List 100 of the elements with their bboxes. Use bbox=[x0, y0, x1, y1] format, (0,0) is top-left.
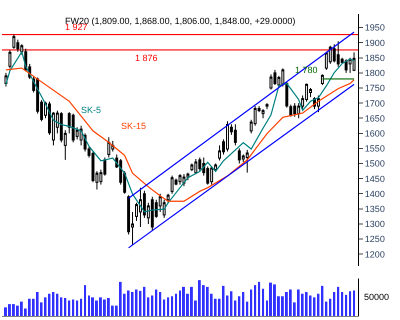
candlestick bbox=[234, 124, 237, 146]
bar bbox=[20, 302, 23, 316]
bar bbox=[281, 296, 284, 316]
bar bbox=[341, 292, 344, 316]
y-tick-label: 1450 bbox=[364, 174, 385, 184]
candlestick bbox=[238, 148, 241, 164]
bar bbox=[155, 289, 158, 316]
line-series bbox=[5, 67, 355, 202]
bar bbox=[60, 297, 62, 316]
bar bbox=[12, 304, 15, 316]
candlestick bbox=[270, 74, 272, 90]
candlestick bbox=[332, 44, 336, 63]
candlestick bbox=[281, 68, 284, 87]
bar bbox=[135, 289, 138, 316]
y-tick-label: 1350 bbox=[364, 204, 385, 214]
bar bbox=[179, 290, 181, 316]
bar bbox=[305, 292, 308, 316]
candlestick bbox=[107, 136, 110, 158]
bar bbox=[44, 297, 46, 316]
bar bbox=[159, 292, 162, 316]
candlestick bbox=[344, 58, 348, 74]
bar bbox=[349, 291, 352, 316]
bar bbox=[289, 289, 292, 316]
bar bbox=[107, 298, 110, 316]
bar bbox=[262, 288, 264, 316]
candlestick bbox=[246, 149, 249, 174]
bar bbox=[99, 297, 102, 316]
bar bbox=[84, 285, 86, 316]
bar bbox=[48, 294, 50, 316]
bar bbox=[297, 289, 300, 316]
bar bbox=[64, 298, 66, 316]
bar bbox=[337, 286, 340, 316]
bar bbox=[190, 286, 193, 316]
bar bbox=[171, 296, 174, 316]
bar bbox=[88, 296, 90, 316]
y-tick-label: 1300 bbox=[364, 219, 385, 230]
candlestick bbox=[226, 120, 229, 152]
bar bbox=[72, 299, 74, 316]
bar bbox=[4, 307, 7, 316]
bar bbox=[285, 292, 288, 316]
bar bbox=[76, 300, 78, 316]
bar bbox=[28, 298, 31, 316]
bar bbox=[242, 292, 244, 316]
bar bbox=[230, 291, 232, 316]
series-label: SK-5 bbox=[81, 105, 102, 115]
candlestick bbox=[198, 156, 202, 172]
y-tick-label: 1200 bbox=[364, 249, 385, 260]
bar bbox=[301, 294, 304, 316]
bar bbox=[313, 297, 316, 316]
y-tick-label: 1500 bbox=[364, 158, 385, 169]
bar bbox=[143, 286, 146, 316]
y-tick-label: 1800 bbox=[364, 68, 385, 78]
bar bbox=[238, 296, 240, 316]
candlestick bbox=[150, 196, 154, 230]
bar bbox=[273, 284, 276, 316]
ref-line-label: 1 876 bbox=[135, 53, 158, 63]
text: 50000 bbox=[364, 292, 390, 302]
bar bbox=[56, 294, 58, 316]
bar bbox=[68, 300, 70, 316]
y-tick-label: 1550 bbox=[364, 144, 385, 154]
series-label: 1 780 bbox=[295, 65, 318, 75]
candlestick bbox=[309, 88, 312, 98]
bar bbox=[131, 292, 134, 316]
candlestick bbox=[138, 187, 142, 228]
y-tick-label: 1900 bbox=[364, 38, 385, 48]
bar bbox=[321, 286, 324, 316]
candlestick bbox=[8, 50, 12, 69]
bar bbox=[258, 282, 260, 316]
y-tick-label: 1750 bbox=[364, 83, 385, 94]
bar bbox=[222, 286, 224, 316]
y-tick-label: 1600 bbox=[364, 128, 385, 138]
bar bbox=[36, 292, 39, 316]
bar bbox=[95, 300, 98, 316]
candlestick bbox=[178, 174, 182, 186]
bar bbox=[8, 304, 11, 316]
candlestick bbox=[352, 52, 356, 72]
candlestick bbox=[170, 175, 174, 194]
bar bbox=[353, 290, 356, 316]
candlestick bbox=[293, 102, 296, 118]
bar bbox=[254, 285, 256, 316]
bar bbox=[198, 280, 201, 316]
y-tick-label: 1650 bbox=[364, 113, 385, 124]
series-label: SK-15 bbox=[121, 121, 146, 131]
bar bbox=[206, 286, 209, 316]
candlestick bbox=[166, 193, 170, 204]
candlestick bbox=[266, 102, 268, 110]
bar bbox=[182, 286, 185, 316]
y-tick-label: 1950 bbox=[364, 22, 385, 33]
bar bbox=[167, 297, 170, 316]
candlestick bbox=[210, 166, 214, 186]
bar bbox=[139, 290, 142, 316]
candlestick bbox=[190, 163, 194, 172]
candlestick bbox=[320, 74, 324, 86]
candlestick bbox=[262, 108, 265, 119]
bar bbox=[250, 289, 252, 316]
candlestick bbox=[72, 113, 75, 143]
candlestick bbox=[273, 69, 276, 86]
bar bbox=[16, 306, 19, 316]
bar bbox=[345, 294, 348, 316]
y-tick-label: 1400 bbox=[364, 188, 385, 199]
